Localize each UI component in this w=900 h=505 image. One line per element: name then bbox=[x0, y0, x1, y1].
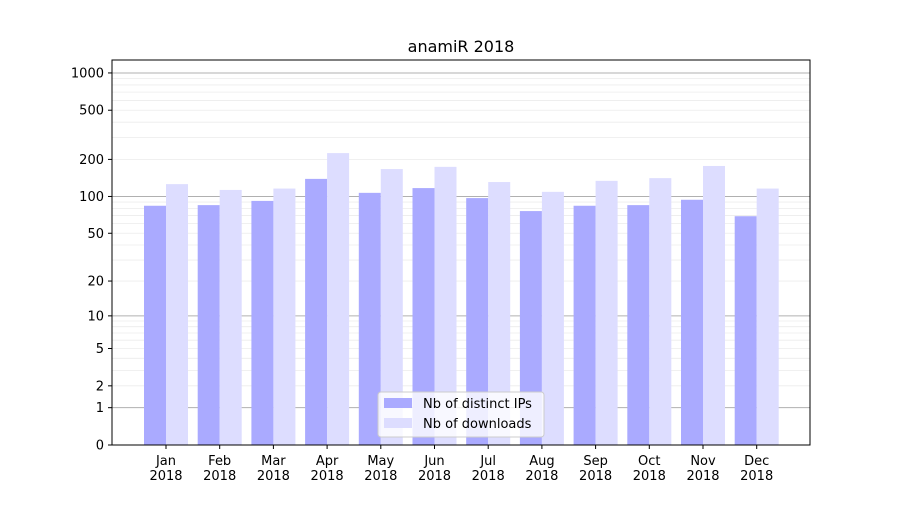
bar-ips bbox=[305, 178, 328, 445]
y-tick-label: 1000 bbox=[71, 66, 104, 81]
bar-ips bbox=[681, 199, 703, 445]
y-tick-label: 500 bbox=[79, 104, 104, 119]
legend-label: Nb of distinct IPs bbox=[423, 397, 532, 412]
legend-box bbox=[377, 391, 545, 438]
y-tick-label: 2 bbox=[96, 379, 104, 394]
legend-swatch bbox=[384, 398, 412, 408]
bar-downloads bbox=[756, 188, 779, 445]
y-tick-label: 200 bbox=[79, 153, 104, 168]
x-tick-label: Jan 2018 bbox=[149, 454, 182, 484]
bar-downloads bbox=[649, 178, 672, 445]
chart-title: anamiR 2018 bbox=[408, 37, 515, 56]
bar-ips bbox=[251, 200, 274, 445]
bar-downloads bbox=[488, 182, 511, 445]
bar-ips bbox=[144, 205, 166, 445]
bar-downloads bbox=[703, 165, 725, 445]
bar-ips bbox=[734, 216, 757, 445]
plot-frame bbox=[111, 59, 811, 446]
legend: Nb of distinct IPs Nb of downloads bbox=[377, 391, 545, 438]
bar-ips bbox=[197, 205, 220, 445]
bar-downloads bbox=[541, 191, 564, 445]
bar-downloads bbox=[273, 188, 296, 445]
bar-downloads bbox=[380, 169, 403, 445]
y-tick-label: 20 bbox=[87, 275, 104, 290]
legend-label: Nb of downloads bbox=[423, 417, 532, 432]
bar-downloads bbox=[595, 180, 618, 445]
x-tick-label: Aug 2018 bbox=[525, 454, 558, 484]
bar-downloads bbox=[166, 184, 188, 445]
legend-swatch bbox=[384, 418, 412, 428]
x-tick-label: Jun 2018 bbox=[418, 454, 451, 484]
x-tick-label: Dec 2018 bbox=[740, 454, 773, 484]
bar-downloads bbox=[327, 153, 350, 445]
x-tick-label: Oct 2018 bbox=[633, 454, 666, 484]
x-tick-label: Apr 2018 bbox=[311, 454, 344, 484]
bar-ips bbox=[466, 198, 489, 445]
bar-ips bbox=[573, 205, 596, 445]
x-tick-label: Jul 2018 bbox=[472, 454, 505, 484]
bar-ips bbox=[627, 205, 650, 445]
y-tick-label: 0 bbox=[96, 439, 104, 454]
y-tick-label: 100 bbox=[79, 190, 104, 205]
x-tick-label: Mar 2018 bbox=[257, 454, 290, 484]
bar-ips bbox=[412, 188, 435, 446]
x-tick-label: May 2018 bbox=[364, 454, 397, 484]
bar-ips bbox=[358, 192, 381, 445]
bar-downloads bbox=[219, 189, 242, 445]
y-tick-label: 5 bbox=[96, 342, 104, 357]
y-tick-label: 10 bbox=[87, 309, 104, 324]
x-tick-label: Sep 2018 bbox=[579, 454, 612, 484]
bar-ips bbox=[519, 211, 542, 445]
y-tick-label: 50 bbox=[87, 227, 104, 242]
x-tick-label: Feb 2018 bbox=[203, 454, 236, 484]
y-tick-label: 1 bbox=[96, 401, 104, 416]
x-tick-label: Nov 2018 bbox=[686, 454, 719, 484]
bar-downloads bbox=[434, 166, 457, 445]
